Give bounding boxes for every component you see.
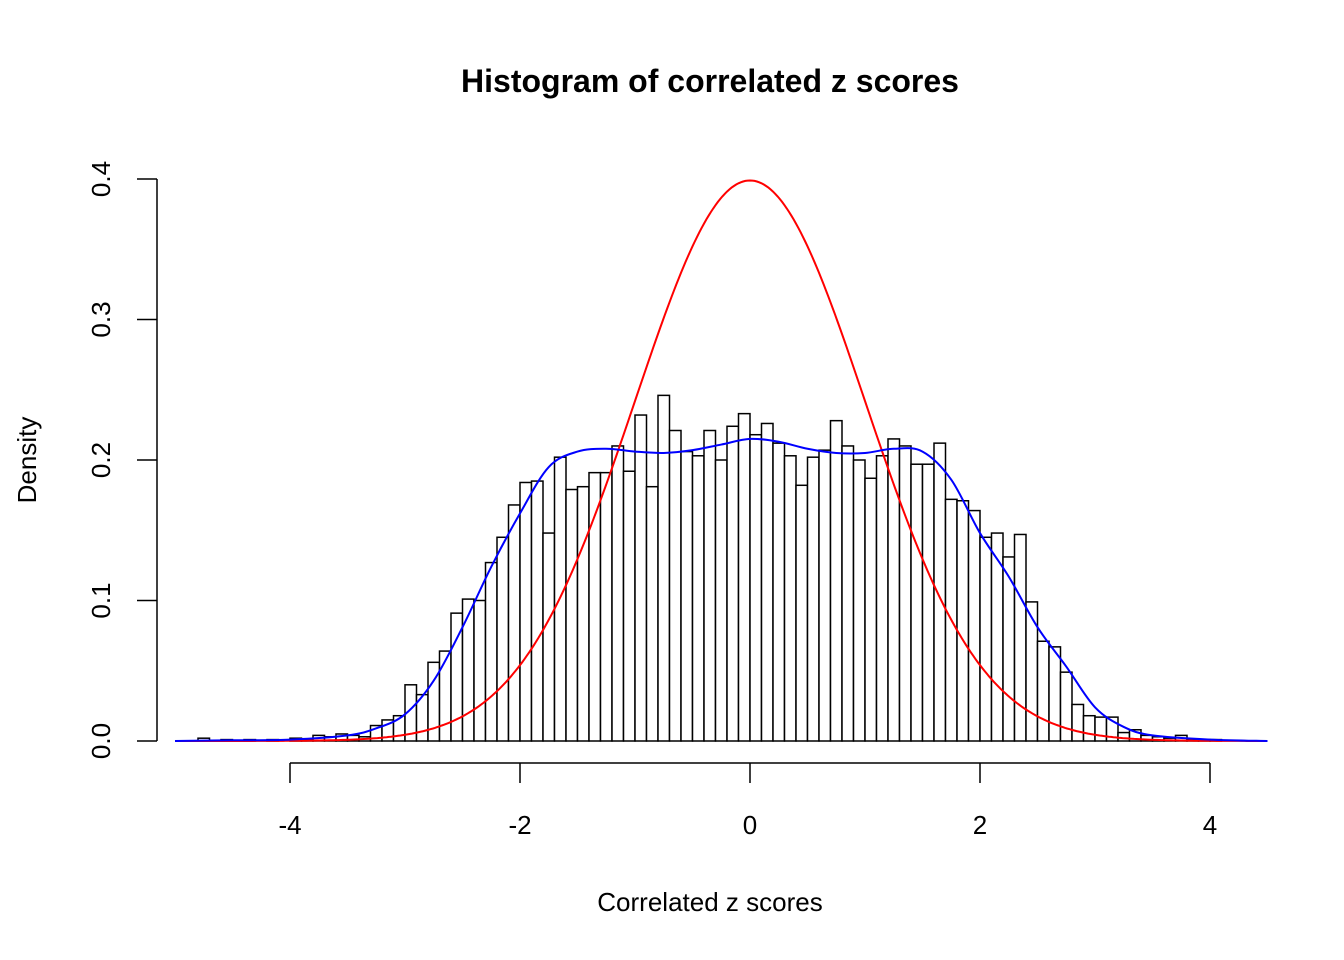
- histogram-bar: [634, 414, 648, 742]
- histogram-bar: [714, 459, 728, 742]
- y-tick-label: 0.3: [86, 301, 116, 337]
- x-tick-label: 4: [1203, 810, 1217, 840]
- histogram-bar: [1036, 640, 1050, 742]
- histogram-bar: [818, 449, 832, 742]
- histogram-bar: [1048, 646, 1062, 742]
- curves: [174, 179, 1268, 742]
- histogram-bar: [1082, 714, 1096, 742]
- histogram-bar: [461, 598, 475, 742]
- histogram-bar: [772, 442, 786, 742]
- histogram-bar: [749, 433, 763, 742]
- histogram-bar: [599, 471, 613, 742]
- histogram-bar: [507, 504, 521, 742]
- histogram-bar: [898, 445, 912, 742]
- histogram-bar: [1105, 716, 1119, 742]
- histogram-bar: [967, 509, 981, 742]
- x-axis-label: Correlated z scores: [597, 887, 822, 917]
- histogram-bar: [668, 429, 682, 742]
- normal-density-curve: [175, 179, 1268, 742]
- x-tick-label: 0: [743, 810, 757, 840]
- histogram-bar: [1094, 716, 1108, 742]
- histogram-bar: [703, 429, 717, 742]
- y-tick-label: 0.1: [86, 582, 116, 618]
- histogram-bar: [806, 456, 820, 742]
- histogram-bar: [473, 599, 487, 742]
- histogram-bar: [737, 412, 751, 742]
- histogram-bar: [438, 650, 452, 742]
- x-tick-label: -4: [278, 810, 301, 840]
- y-tick-label: 0.0: [86, 723, 116, 759]
- histogram-bar: [565, 488, 579, 742]
- chart-title: Histogram of correlated z scores: [461, 63, 959, 99]
- histogram-bar: [933, 442, 947, 742]
- histogram-bar: [921, 463, 935, 742]
- histogram-bar: [484, 561, 498, 742]
- histogram-bar: [864, 477, 878, 742]
- histogram-bar: [829, 419, 843, 742]
- histogram-bar: [611, 445, 625, 742]
- histogram-bar: [645, 485, 659, 742]
- histogram-bar: [576, 485, 590, 742]
- histogram-bar: [519, 481, 533, 742]
- y-tick-label: 0.4: [86, 161, 116, 197]
- histogram-bar: [542, 532, 556, 742]
- kde-curve: [174, 437, 1268, 742]
- y-axis-label: Density: [12, 417, 42, 504]
- axes: -4 -2 0 2 4 0.0 0.1 0.2 0.3 0.4: [86, 161, 1217, 840]
- histogram-bar: [760, 422, 774, 742]
- histogram-bar: [910, 463, 924, 742]
- histogram-bar: [691, 455, 705, 742]
- histogram-bar: [875, 455, 889, 742]
- histogram-bar: [1013, 533, 1027, 742]
- x-tick-label: -2: [508, 810, 531, 840]
- histogram-bar: [783, 455, 797, 742]
- histogram-bar: [1117, 731, 1131, 742]
- histogram-bar: [1071, 703, 1085, 742]
- histogram-bar: [530, 480, 544, 742]
- histogram-bar: [726, 425, 740, 742]
- histogram-bar: [795, 484, 809, 742]
- histogram-bar: [979, 536, 993, 742]
- histogram-bar: [956, 499, 970, 742]
- y-tick-label: 0.2: [86, 442, 116, 478]
- histogram-bar: [622, 470, 636, 742]
- x-tick-label: 2: [973, 810, 987, 840]
- histogram-bar: [852, 459, 866, 742]
- histogram-bar: [841, 445, 855, 742]
- histogram-bar: [657, 394, 671, 742]
- histogram-bar: [1059, 671, 1073, 742]
- histogram-bar: [496, 536, 510, 742]
- histogram-bar: [680, 450, 694, 742]
